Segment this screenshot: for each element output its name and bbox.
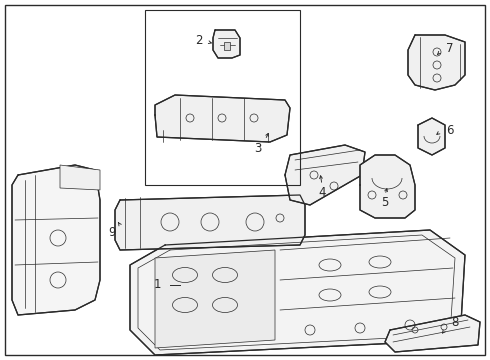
Text: 7: 7 [446, 41, 454, 54]
Polygon shape [285, 145, 365, 205]
Text: 2: 2 [195, 33, 203, 46]
Text: 4: 4 [318, 185, 326, 198]
Polygon shape [418, 118, 445, 155]
Text: 5: 5 [381, 195, 389, 208]
Text: 8: 8 [451, 316, 459, 329]
Polygon shape [60, 165, 100, 190]
Polygon shape [12, 165, 100, 315]
Text: 9: 9 [108, 225, 116, 238]
Polygon shape [155, 250, 275, 348]
Bar [145, 10, 300, 185]
Polygon shape [155, 95, 290, 142]
Polygon shape [130, 230, 465, 355]
Text: 6: 6 [446, 123, 454, 136]
Text: 3: 3 [254, 141, 262, 154]
Polygon shape [115, 195, 305, 250]
Text: 1: 1 [153, 279, 161, 292]
Polygon shape [385, 315, 480, 352]
Polygon shape [360, 155, 415, 218]
Polygon shape [224, 42, 230, 50]
Polygon shape [213, 30, 240, 58]
Polygon shape [408, 35, 465, 90]
